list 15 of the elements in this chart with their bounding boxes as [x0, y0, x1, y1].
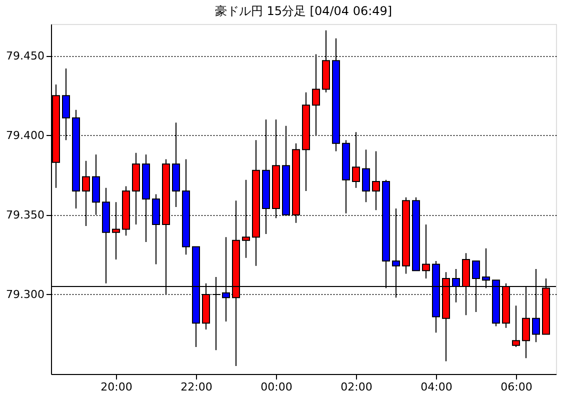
y-tick-label: 79.350: [6, 208, 44, 222]
x-tick-label: 00:00: [260, 380, 292, 394]
chart-title: 豪ドル円 15分足 [04/04 06:49]: [214, 4, 392, 18]
y-tick-label: 79.400: [6, 128, 44, 142]
candlestick: [422, 224, 430, 280]
y-tick-label: 79.450: [6, 49, 44, 62]
candlestick: [372, 150, 380, 211]
x-tick-label: 22:00: [180, 380, 212, 394]
x-tick-label: 02:00: [340, 380, 372, 394]
x-tick-label: 20:00: [100, 380, 132, 394]
candlestick: [362, 149, 370, 203]
candlestick: [512, 305, 520, 348]
y-tick-label: 79.300: [6, 288, 44, 301]
x-tick-label: 04:00: [420, 380, 452, 394]
x-tick-label: 06:00: [500, 380, 532, 394]
